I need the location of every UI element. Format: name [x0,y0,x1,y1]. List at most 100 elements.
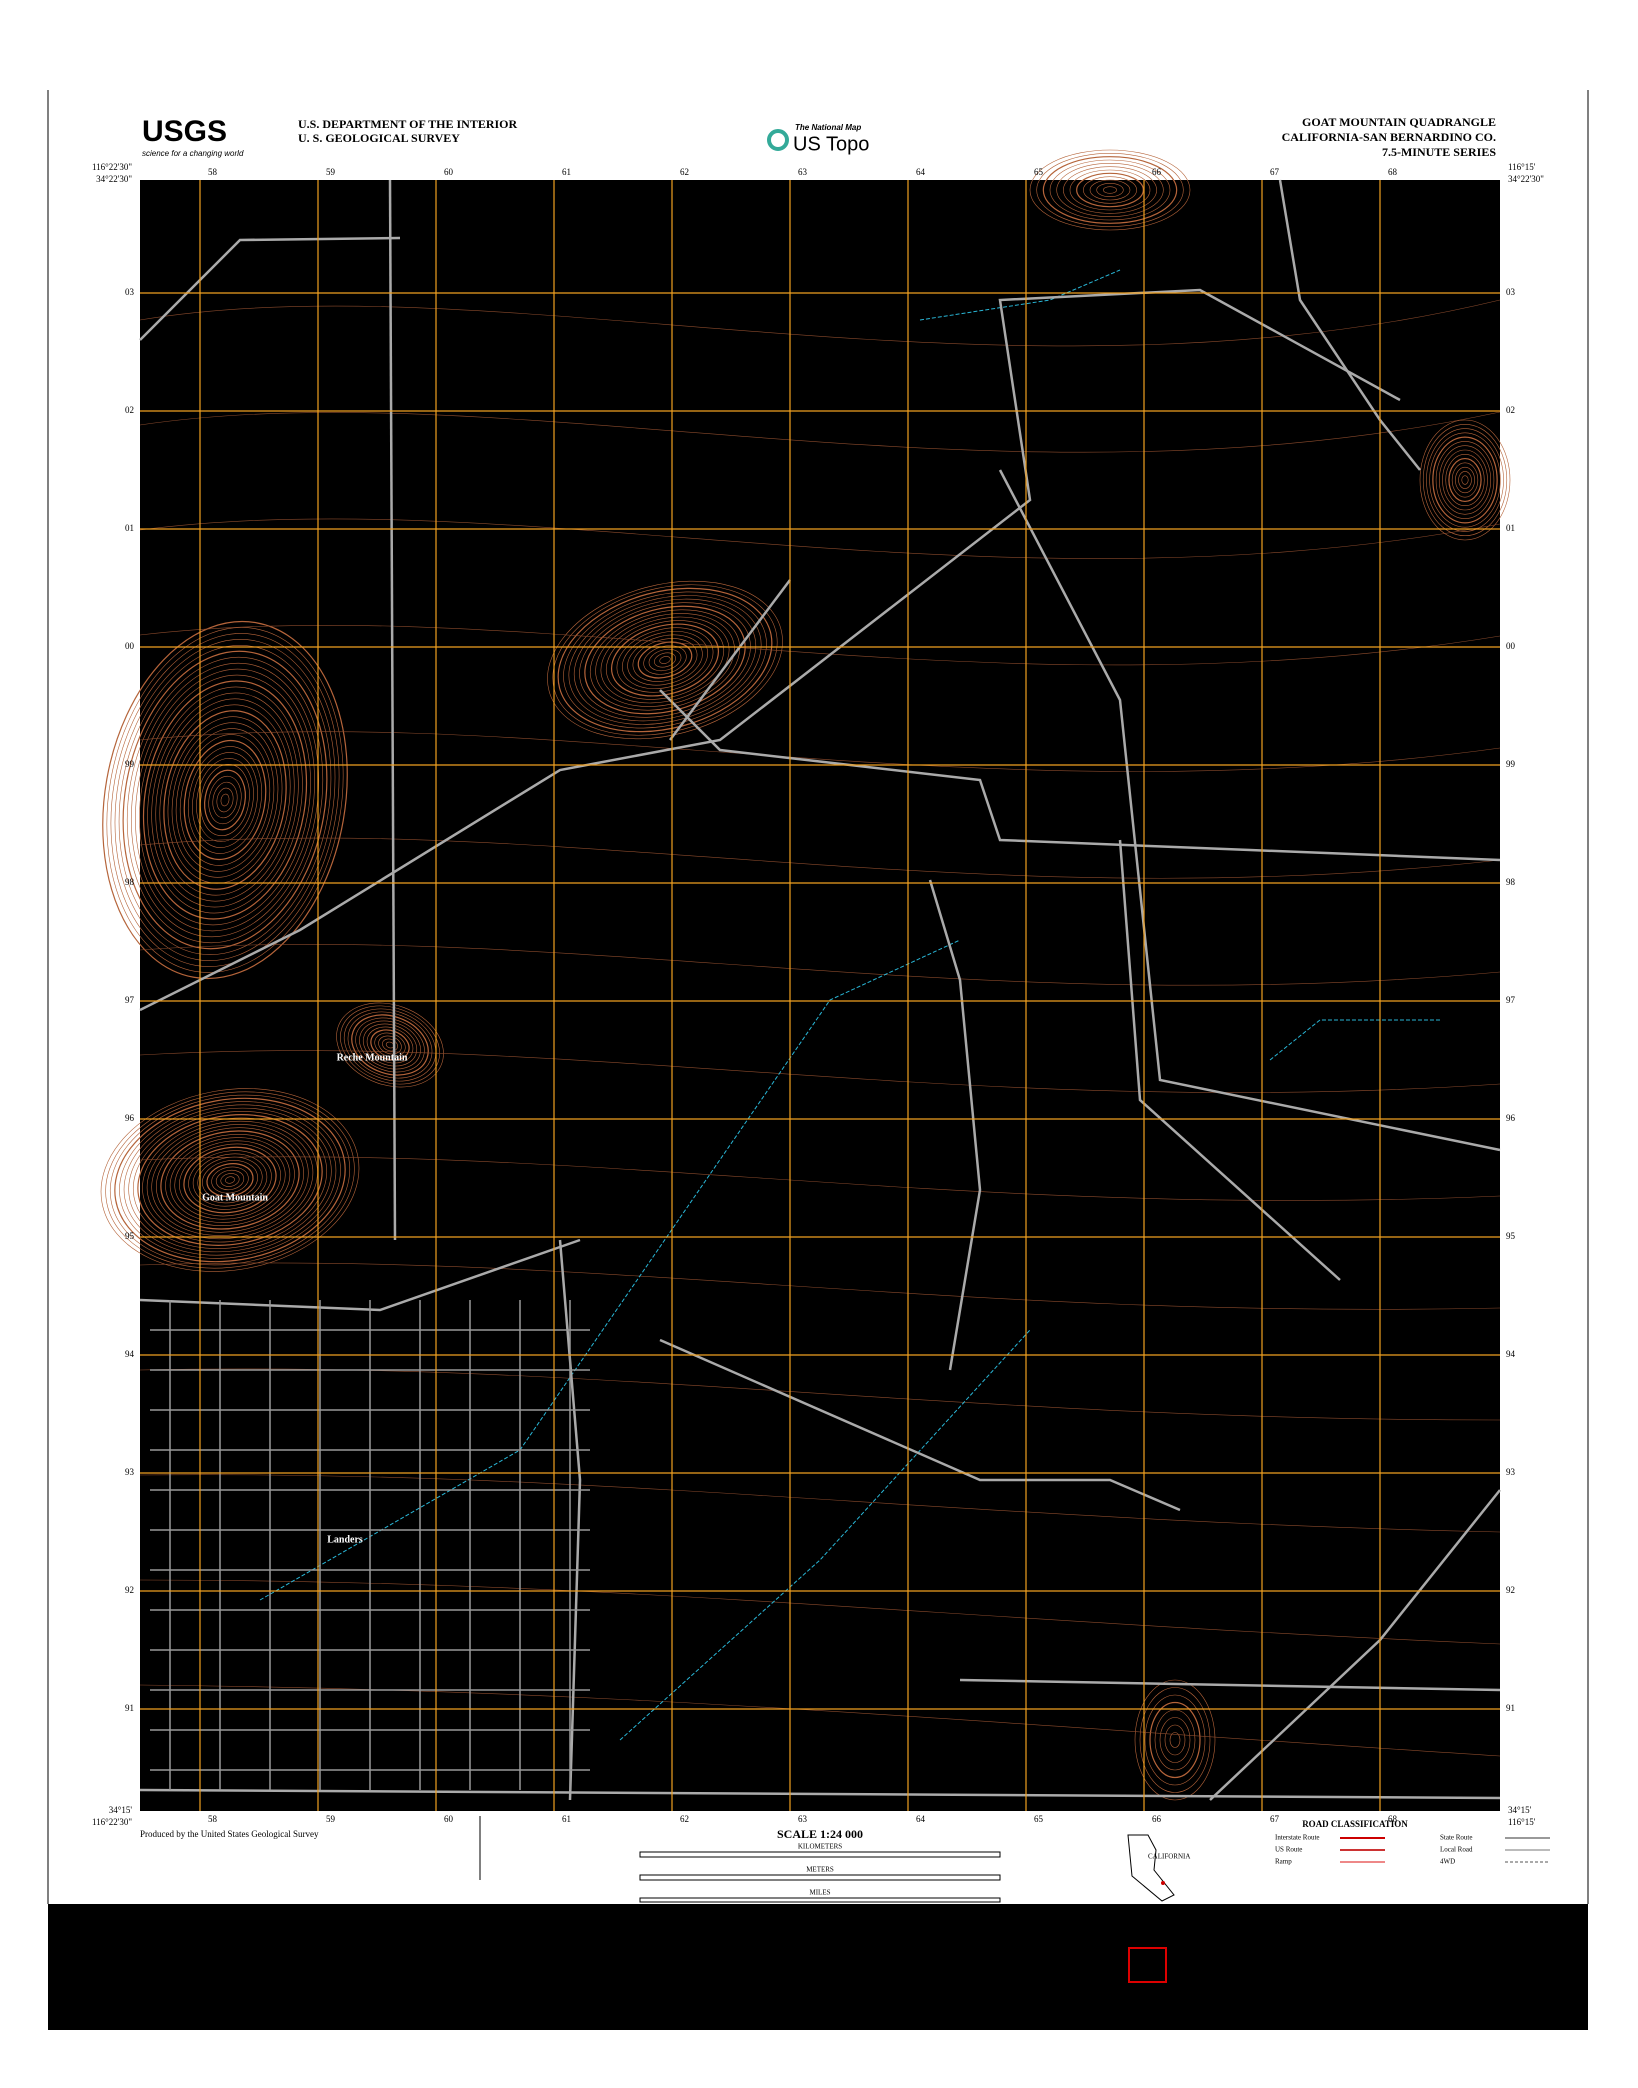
contour-line [1159,1717,1191,1763]
contour-line [211,1166,249,1194]
contour-line [1164,1724,1186,1756]
contour-line [105,1091,355,1269]
road-legend-label: Local Road [1440,1846,1473,1854]
contour-line [1063,166,1157,214]
corner-lat: 34°15' [1508,1805,1532,1815]
contour-line [347,1011,433,1079]
contour-line [1096,183,1124,197]
northing-label: 96 [125,1113,135,1123]
contour-line [1438,445,1492,515]
contour-line [175,728,275,872]
contour-line [163,710,287,890]
place-name: Landers [327,1534,363,1545]
contour-line [114,639,336,961]
northing-label: 93 [1506,1467,1516,1477]
contour-line [359,1020,421,1070]
contour-line [1144,1694,1206,1786]
contour-line [151,1124,309,1236]
contour-line [135,668,315,932]
producer: Produced by the United States Geological… [140,1829,319,1839]
contour-line [102,620,348,980]
stream [259,939,961,1601]
usgs-logo: USGS science for a changing world [142,115,244,158]
stream [1269,1019,1440,1061]
contour-line [196,758,254,842]
contour-line [648,648,682,672]
northing-label: 98 [125,877,135,887]
contour-line [366,1026,414,1064]
bottom-band [48,1904,1588,2030]
northing-label: 92 [1506,1585,1515,1595]
contour-line [110,633,340,967]
contour-line [1139,1687,1211,1793]
grid: 58 58 59 59 60 60 61 61 62 62 63 63 64 64 65 65 66 66 67 67… [125,167,1516,1824]
contour-line [206,1163,254,1197]
easting-label: 59 [326,167,336,177]
contour-line [1103,186,1117,194]
contour-line [139,1262,1501,1310]
northing-label: 97 [125,995,135,1005]
contour-line [179,734,271,866]
contour-line [1445,453,1485,507]
contour-line [139,943,1501,986]
northing-label: 92 [125,1585,134,1595]
contour-line [188,746,262,854]
corner-lat: 34°15' [109,1805,133,1815]
units-label: MILES [810,1889,831,1897]
units-label: KILOMETERS [798,1843,842,1851]
road [558,1239,582,1801]
contour-line [151,692,299,908]
northing-label: 91 [1506,1703,1515,1713]
easting-label: 64 [916,167,926,177]
road [1118,839,1341,1281]
easting-label: 65 [1034,1814,1044,1824]
corner-lat: 34°22'30" [96,174,132,184]
road-legend: Interstate Route US Route Ramp State Route L… [1275,1834,1550,1866]
contour-line [155,698,295,902]
contour-line [139,624,1501,666]
contour-line [188,1150,272,1210]
contour-line [343,1008,437,1082]
contour-line [1029,149,1191,231]
contour-line [362,1023,418,1067]
northing-label: 91 [125,1703,134,1713]
easting-label: 61 [562,167,571,177]
contour-line [1042,156,1178,224]
contour-line [137,1114,323,1246]
contour-line [547,580,783,740]
northing-label: 03 [1506,287,1516,297]
northing-label: 98 [1506,877,1516,887]
northing-label: 01 [125,523,134,533]
place-name: Reche Mountain [337,1052,408,1063]
contour-line [1426,428,1504,532]
contour-line [139,299,1501,347]
corner-lon: 116°15' [1508,162,1536,172]
easting-label: 61 [562,1814,571,1824]
contour-line [208,775,242,825]
national-map: The National Map [795,123,861,132]
road [659,1338,1181,1512]
contour-line [183,1146,277,1214]
contour-line [579,602,751,718]
northing-label: 00 [125,641,135,651]
contour-line [139,837,1501,879]
road [669,579,791,741]
contour-line [159,704,291,896]
easting-label: 67 [1270,1814,1280,1824]
contour-line [632,638,698,682]
contour-line [1049,159,1171,221]
contour-line [573,598,757,722]
contour-line [627,634,703,686]
contour-line [165,1133,295,1227]
contour-line [351,1014,429,1076]
corner-lon: 116°22'30" [92,162,132,172]
northing-label: 93 [125,1467,135,1477]
road [139,1788,1501,1800]
contour-line [605,620,725,700]
contour-line [215,1169,245,1191]
contour-line [1069,169,1151,211]
contour-line [132,1111,328,1249]
road-legend-label: Interstate Route [1275,1834,1320,1842]
contour-line [119,1101,341,1259]
